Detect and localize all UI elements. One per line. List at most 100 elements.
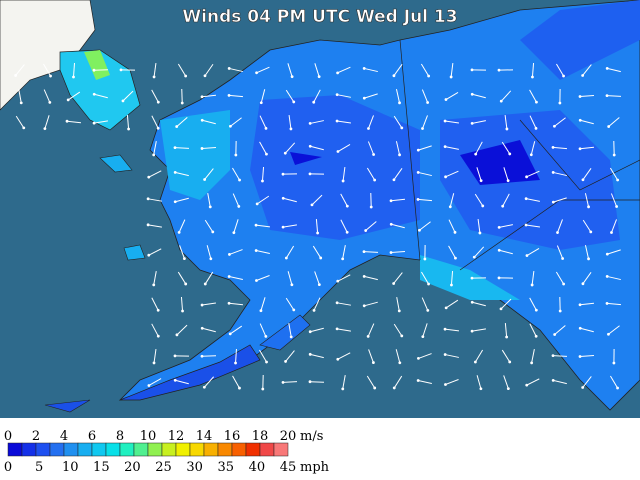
- wind-arrow-head: [146, 223, 150, 227]
- wind-arrow: [364, 301, 378, 307]
- ms-tick-label: 0: [4, 429, 12, 444]
- wind-arrow-head: [362, 96, 366, 100]
- wind-arrow-head: [152, 153, 156, 157]
- wind-arrow: [526, 198, 540, 202]
- wind-arrow-head: [173, 200, 177, 204]
- wind-arrow-head: [283, 151, 287, 155]
- wind-arrow-head: [156, 100, 160, 104]
- wind-arrow: [393, 167, 403, 181]
- wind-arrow-head: [308, 172, 312, 176]
- wind-arrow-head: [454, 256, 457, 260]
- wind-arrow-head: [529, 153, 533, 157]
- wind-arrow-head: [561, 257, 565, 260]
- wind-arrow-head: [607, 332, 610, 336]
- wind-arrow-head: [281, 172, 285, 176]
- color-swatch: [35, 442, 51, 457]
- wind-arrow: [555, 271, 565, 285]
- wind-arrow: [285, 245, 295, 259]
- wind-arrow-head: [308, 144, 312, 148]
- color-swatch: [203, 442, 219, 457]
- wind-arrow: [229, 249, 243, 255]
- wind-arrow: [287, 63, 293, 77]
- wind-arrow-head: [152, 283, 156, 287]
- wind-arrow: [148, 170, 162, 178]
- color-swatch: [245, 442, 261, 457]
- island: [123, 244, 146, 261]
- wind-arrow: [201, 147, 217, 149]
- wind-arrow-head: [232, 231, 236, 235]
- wind-arrow-head: [292, 100, 296, 104]
- wind-arrow: [204, 63, 214, 77]
- wind-arrow-head: [389, 222, 393, 226]
- wind-arrow-head: [534, 126, 538, 130]
- wind-arrow-head: [234, 361, 237, 365]
- wind-arrow-head: [152, 361, 156, 365]
- wind-arrow-head: [392, 282, 396, 285]
- wind-arrow-head: [180, 101, 184, 105]
- wind-arrow: [340, 193, 348, 207]
- wind-arrow-head: [341, 387, 345, 391]
- unit-label: m/s: [300, 429, 323, 444]
- wind-arrow-head: [551, 171, 555, 174]
- wind-arrow-head: [531, 75, 534, 79]
- wind-arrow-head: [444, 98, 448, 101]
- wind-arrow: [393, 115, 403, 129]
- wind-arrow-head: [238, 386, 241, 390]
- wind-arrow: [449, 193, 455, 207]
- alaska-land: [118, 0, 640, 411]
- wind-arrow: [204, 168, 214, 180]
- wind-arrow-head: [373, 178, 377, 182]
- wind-arrow: [448, 219, 456, 233]
- wind-arrow: [15, 64, 25, 76]
- wind-arrows: [14, 62, 622, 391]
- wind-arrow: [608, 117, 620, 127]
- wind-arrow: [444, 120, 460, 124]
- wind-arrow: [580, 119, 594, 125]
- wind-arrow-head: [284, 256, 288, 260]
- wind-arrow-head: [497, 226, 501, 229]
- color-swatch: [91, 442, 107, 457]
- wind-arrow: [229, 325, 243, 335]
- wind-arrow-head: [227, 275, 231, 278]
- wind-arrow: [230, 117, 242, 127]
- wind-arrow: [311, 194, 323, 206]
- wind-arrow: [202, 119, 216, 125]
- wind-arrow: [474, 193, 484, 207]
- wind-arrow-head: [265, 152, 268, 156]
- wind-arrow-head: [152, 75, 156, 79]
- wind-arrow: [287, 271, 293, 285]
- wind-arrow-head: [184, 74, 188, 78]
- ms-tick-label: 8: [116, 429, 124, 444]
- wind-arrow: [151, 323, 159, 337]
- wind-arrow: [609, 167, 619, 181]
- wind-arrow-head: [335, 327, 339, 331]
- ms-tick-label: 12: [168, 429, 185, 444]
- color-swatch: [133, 442, 149, 457]
- wind-arrow-head: [530, 283, 534, 287]
- wind-arrow: [342, 245, 346, 259]
- wind-arrow-head: [581, 386, 585, 389]
- wind-arrow-head: [289, 127, 293, 131]
- wind-arrow: [72, 62, 76, 78]
- mph-tick-label: 10: [62, 460, 79, 475]
- wind-arrow: [445, 146, 459, 150]
- wind-arrow-head: [397, 309, 401, 313]
- wind-arrow: [204, 271, 214, 285]
- wind-arrow: [337, 328, 351, 332]
- wind-arrow-head: [416, 198, 420, 201]
- wind-arrow-head: [345, 204, 349, 208]
- wind-arrow: [153, 141, 157, 155]
- wind-arrow: [202, 302, 216, 306]
- wind-arrow-head: [443, 327, 447, 331]
- wind-arrow-head: [345, 230, 349, 234]
- wind-arrow-head: [427, 74, 431, 78]
- wind-arrow: [610, 193, 618, 207]
- wind-arrow-head: [392, 178, 396, 182]
- wind-arrow: [606, 95, 622, 97]
- wind-arrow-head: [398, 361, 402, 365]
- wind-arrow: [445, 92, 459, 100]
- wind-arrow-head: [578, 303, 582, 307]
- wind-arrow: [611, 219, 617, 233]
- wind-arrow: [255, 224, 271, 228]
- wind-arrow-head: [421, 335, 425, 339]
